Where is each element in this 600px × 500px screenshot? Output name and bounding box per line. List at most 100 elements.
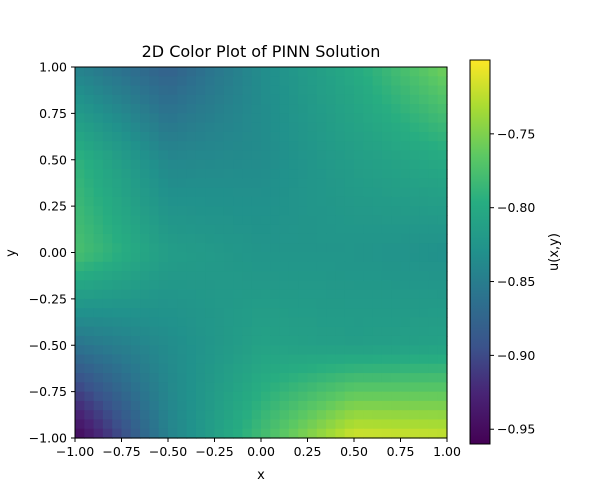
heatmap-cell (233, 169, 243, 179)
heatmap-cell (438, 373, 448, 383)
heatmap-cell (215, 429, 225, 439)
heatmap-cell (187, 169, 197, 179)
heatmap-cell (103, 178, 113, 188)
heatmap-cell (187, 150, 197, 160)
heatmap-cell (363, 243, 373, 253)
heatmap-cell (215, 280, 225, 290)
heatmap-cell (168, 345, 178, 355)
heatmap-cell (131, 345, 141, 355)
heatmap-cell (335, 382, 345, 392)
heatmap-cell (270, 67, 280, 77)
heatmap-cell (391, 178, 401, 188)
heatmap-cell (261, 113, 271, 123)
heatmap-cell (354, 95, 364, 105)
heatmap-cell (326, 355, 336, 365)
heatmap-cell (419, 206, 429, 216)
heatmap-cell (177, 243, 187, 253)
heatmap-cell (289, 215, 299, 225)
heatmap-cell (438, 308, 448, 318)
heatmap-cell (326, 206, 336, 216)
heatmap-cell (373, 123, 383, 133)
heatmap-cell (289, 86, 299, 96)
heatmap-cell (363, 271, 373, 281)
heatmap-cell (177, 215, 187, 225)
heatmap-cell (335, 317, 345, 327)
heatmap-cell (345, 178, 355, 188)
heatmap-cell (298, 401, 308, 411)
heatmap-cell (382, 355, 392, 365)
heatmap-cell (242, 160, 252, 170)
colorbar-tick-label: −0.85 (497, 274, 535, 289)
heatmap-cell (159, 299, 169, 309)
heatmap-cell (131, 104, 141, 114)
heatmap-cell (280, 113, 290, 123)
heatmap-cell (215, 327, 225, 337)
heatmap-cell (122, 225, 132, 235)
heatmap-cell (261, 364, 271, 374)
heatmap-cell (298, 206, 308, 216)
heatmap-cell (438, 197, 448, 207)
heatmap-cell (205, 76, 215, 86)
heatmap-cell (75, 113, 85, 123)
heatmap-cell (335, 401, 345, 411)
heatmap-cell (289, 160, 299, 170)
heatmap-cell (280, 373, 290, 383)
heatmap-cell (242, 373, 252, 383)
heatmap-cell (410, 197, 420, 207)
heatmap-cell (317, 410, 327, 420)
heatmap-cell (84, 197, 94, 207)
heatmap-cell (335, 262, 345, 272)
heatmap-cell (112, 373, 122, 383)
heatmap-cell (233, 132, 243, 142)
heatmap-cell (84, 401, 94, 411)
heatmap-cell (177, 308, 187, 318)
heatmap-cell (391, 262, 401, 272)
heatmap-cell (289, 188, 299, 198)
heatmap-cell (224, 197, 234, 207)
heatmap-cell (382, 67, 392, 77)
heatmap-cell (159, 271, 169, 281)
heatmap-cell (419, 150, 429, 160)
heatmap-cell (242, 290, 252, 300)
heatmap-cell (308, 104, 318, 114)
heatmap-cell (280, 429, 290, 439)
heatmap-cell (112, 382, 122, 392)
heatmap-cell (131, 429, 141, 439)
heatmap-cell (419, 104, 429, 114)
heatmap-cell (112, 392, 122, 402)
heatmap-cell (391, 317, 401, 327)
heatmap-cell (168, 382, 178, 392)
heatmap-cell (326, 188, 336, 198)
heatmap-cell (391, 197, 401, 207)
heatmap-cell (428, 280, 438, 290)
heatmap-cell (354, 271, 364, 281)
heatmap-cell (317, 113, 327, 123)
heatmap-cell (205, 67, 215, 77)
heatmap-cell (289, 429, 299, 439)
heatmap-cell (205, 327, 215, 337)
heatmap-cell (224, 271, 234, 281)
heatmap-cell (122, 197, 132, 207)
heatmap-cell (326, 327, 336, 337)
heatmap-cell (215, 123, 225, 133)
heatmap-cell (438, 95, 448, 105)
heatmap-cell (401, 67, 411, 77)
heatmap-cell (308, 336, 318, 346)
heatmap-cell (261, 141, 271, 151)
heatmap-cell (280, 76, 290, 86)
heatmap-cell (149, 280, 159, 290)
heatmap-cell (94, 178, 104, 188)
heatmap-cell (94, 382, 104, 392)
heatmap-cell (233, 160, 243, 170)
heatmap-cell (345, 327, 355, 337)
heatmap-cell (270, 373, 280, 383)
heatmap-cell (224, 169, 234, 179)
heatmap-cell (149, 410, 159, 420)
heatmap-cell (177, 95, 187, 105)
heatmap-cell (428, 419, 438, 429)
heatmap-cell (196, 401, 206, 411)
heatmap-cell (326, 67, 336, 77)
heatmap-cell (84, 280, 94, 290)
colorbar-tick-label: −0.75 (497, 126, 535, 141)
heatmap-cell (438, 215, 448, 225)
